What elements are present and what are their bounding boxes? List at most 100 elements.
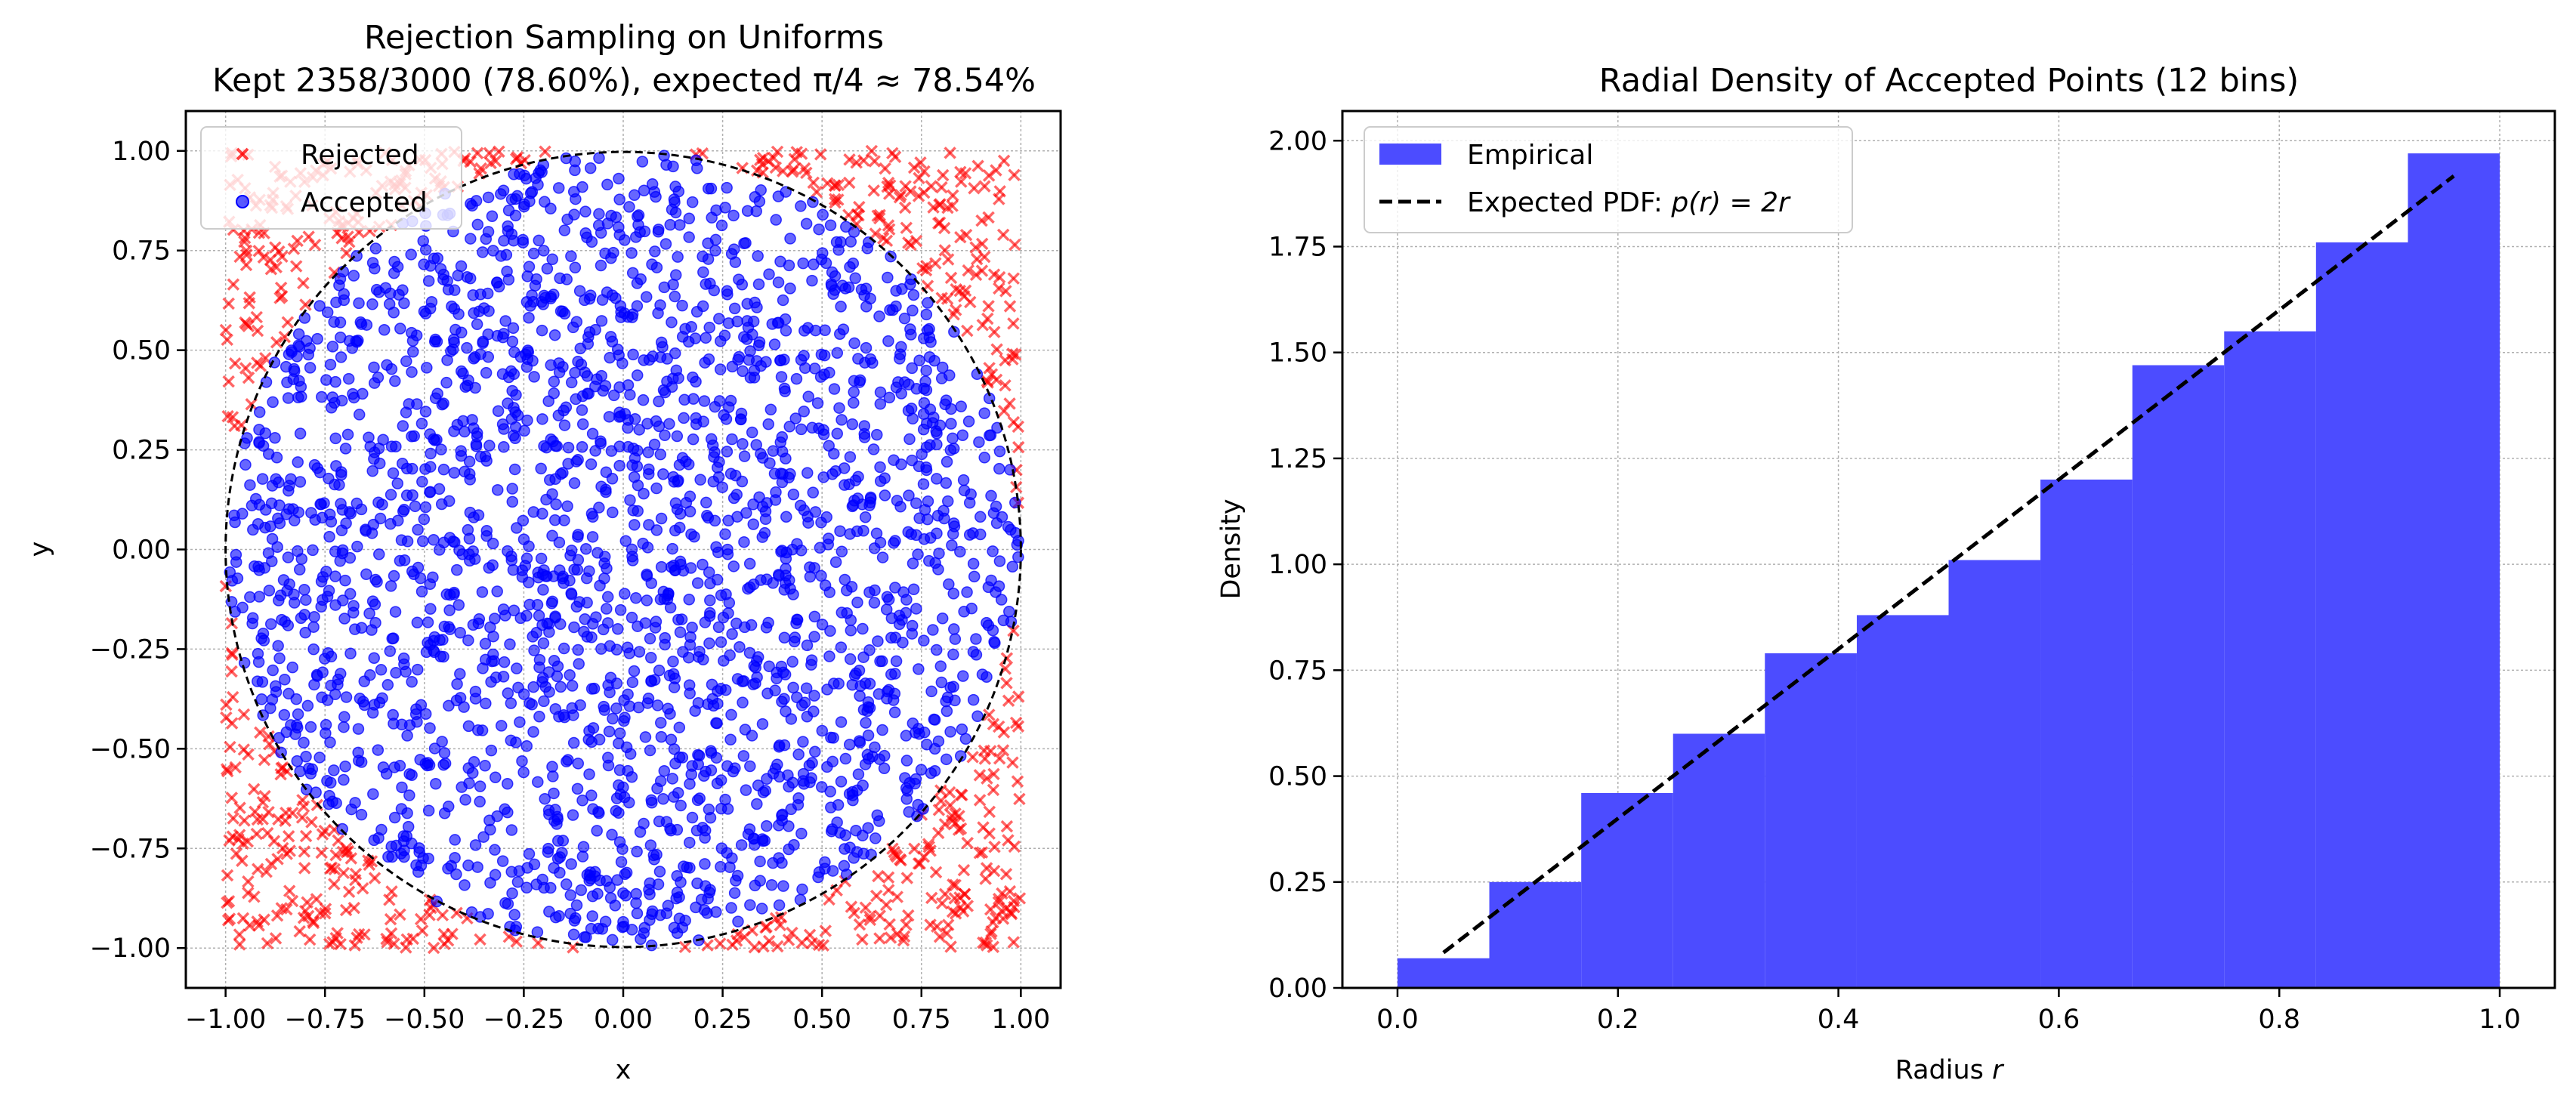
scatter-y-tick-label: 0.00 [112, 535, 171, 566]
rejected-point [938, 818, 952, 831]
accepted-point [353, 297, 365, 310]
rejected-point [254, 726, 267, 739]
accepted-point [593, 502, 605, 514]
rejected-point [329, 849, 342, 862]
accepted-point [438, 747, 451, 759]
accepted-point [851, 596, 863, 609]
accepted-point [509, 209, 522, 222]
accepted-point [687, 371, 699, 384]
accepted-point [760, 622, 773, 634]
accepted-point [775, 545, 787, 558]
accepted-point [690, 901, 702, 914]
accepted-point [738, 450, 751, 462]
accepted-point [514, 168, 526, 181]
accepted-point [269, 431, 281, 444]
accepted-point [467, 289, 480, 301]
accepted-point [536, 568, 549, 581]
accepted-point [539, 681, 551, 693]
rejected-point [981, 772, 993, 785]
accepted-point [848, 386, 860, 398]
accepted-point [585, 872, 597, 885]
accepted-point [819, 579, 832, 591]
accepted-point [676, 331, 689, 343]
accepted-point [702, 511, 715, 524]
accepted-point [913, 354, 925, 366]
accepted-point [838, 860, 851, 872]
accepted-point [712, 546, 724, 559]
rejected-point [301, 896, 314, 909]
accepted-point [730, 875, 742, 887]
accepted-point [471, 724, 484, 736]
accepted-point [389, 375, 401, 387]
accepted-point [784, 282, 796, 295]
rejected-point [842, 176, 856, 190]
accepted-point [858, 420, 871, 432]
accepted-point [611, 874, 624, 886]
accepted-point [437, 759, 449, 771]
accepted-point [452, 599, 465, 611]
accepted-point [580, 931, 592, 943]
rejected-point [748, 941, 761, 954]
rejected-point [1013, 792, 1026, 806]
accepted-point [393, 289, 405, 301]
accepted-point [815, 348, 828, 361]
accepted-point [642, 446, 654, 458]
rejected-point [238, 231, 252, 245]
accepted-point [970, 633, 982, 645]
scatter-x-tick-label: −0.75 [285, 1005, 366, 1035]
histogram-x-tick-label: 0.2 [1597, 1005, 1639, 1035]
accepted-point [517, 514, 530, 527]
accepted-point [449, 834, 461, 846]
rejected-point [261, 937, 274, 950]
accepted-point [925, 685, 937, 698]
accepted-point [895, 387, 907, 400]
accepted-point [997, 614, 1010, 627]
rejected-point [356, 881, 369, 895]
legend-empirical-label: Empirical [1467, 140, 1593, 171]
accepted-point [724, 394, 737, 407]
accepted-point [610, 804, 622, 817]
accepted-point [719, 202, 731, 214]
accepted-point [862, 696, 875, 708]
accepted-point [508, 463, 521, 476]
accepted-point [311, 670, 323, 682]
rejected-point [929, 257, 942, 270]
accepted-point [673, 721, 686, 733]
accepted-point [449, 284, 461, 296]
rejected-point [988, 326, 1001, 338]
rejected-point [997, 154, 1011, 168]
accepted-point [819, 856, 831, 869]
accepted-point [624, 388, 636, 401]
accepted-point [367, 788, 379, 801]
rejected-point [282, 830, 295, 843]
accepted-point [511, 662, 523, 674]
accepted-point [721, 446, 734, 458]
accepted-point [411, 616, 424, 628]
accepted-point [573, 658, 585, 670]
accepted-point [519, 560, 532, 572]
accepted-point [390, 667, 402, 679]
accepted-point [396, 781, 408, 794]
accepted-point [671, 823, 684, 836]
rejected-point [832, 193, 845, 206]
accepted-point [567, 321, 579, 334]
accepted-point [754, 855, 766, 868]
accepted-point [789, 412, 802, 424]
accepted-point [896, 282, 908, 295]
accepted-point [514, 612, 527, 625]
accepted-point [531, 926, 544, 938]
accepted-point [495, 188, 507, 200]
accepted-point [700, 496, 712, 509]
accepted-point [264, 702, 276, 714]
accepted-point [686, 622, 698, 634]
accepted-point [791, 538, 803, 550]
accepted-point [629, 189, 641, 202]
accepted-point [649, 245, 661, 258]
rejected-point [221, 764, 234, 778]
accepted-point [613, 221, 625, 233]
accepted-point [610, 702, 622, 714]
accepted-point [535, 462, 547, 475]
accepted-point [505, 824, 518, 836]
accepted-point [732, 915, 744, 927]
accepted-point [558, 419, 571, 431]
